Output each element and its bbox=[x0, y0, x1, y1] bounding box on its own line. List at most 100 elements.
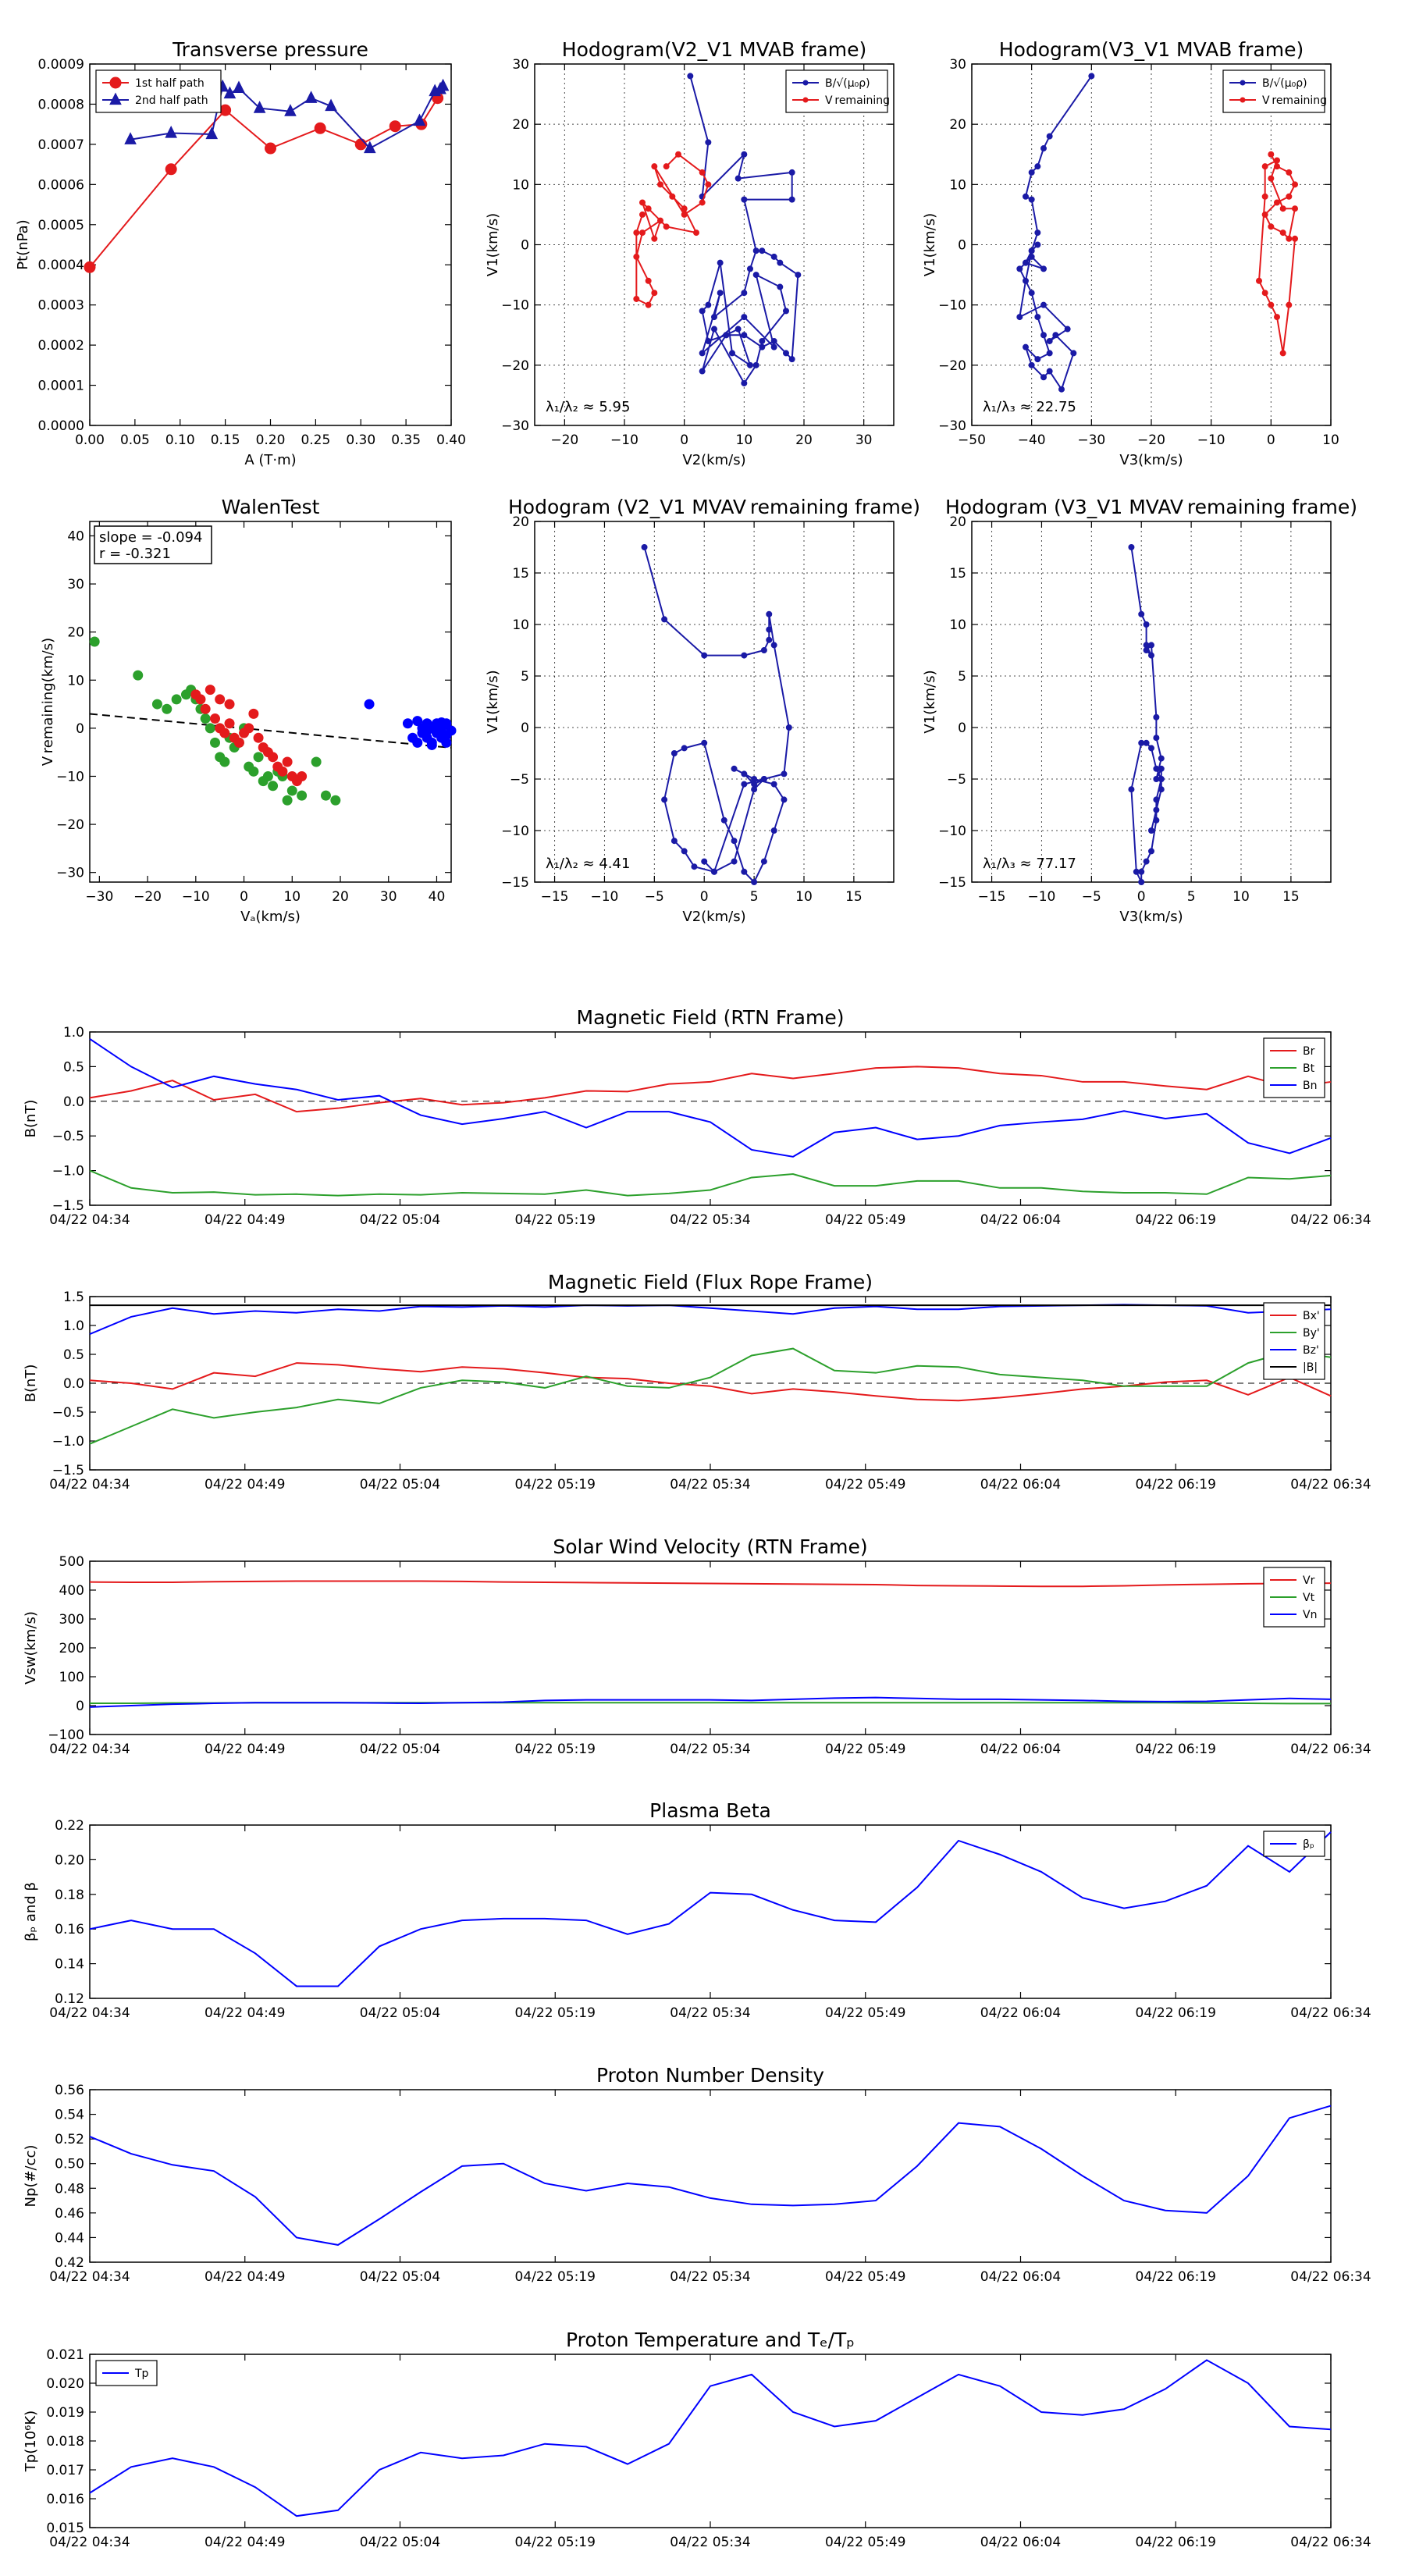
data-point bbox=[717, 259, 724, 266]
x-tick-label: −50 bbox=[958, 432, 986, 448]
data-point bbox=[783, 350, 789, 357]
data-point bbox=[1158, 786, 1165, 793]
data-point bbox=[219, 756, 230, 767]
data-point bbox=[699, 199, 706, 206]
x-tick-label: 30 bbox=[855, 432, 873, 448]
data-point bbox=[639, 211, 646, 218]
x-tick-label: 04/22 05:19 bbox=[515, 2005, 596, 2021]
data-point bbox=[759, 337, 766, 344]
data-point bbox=[1261, 290, 1268, 297]
data-point bbox=[412, 737, 423, 748]
data-point bbox=[1133, 868, 1140, 875]
data-point bbox=[1153, 713, 1160, 720]
data-point bbox=[1143, 621, 1150, 628]
ratio-annotation: λ₁/λ₂ ≈ 5.95 bbox=[546, 399, 630, 415]
data-point bbox=[795, 272, 802, 279]
x-tick-label: −10 bbox=[182, 889, 210, 905]
y-axis-label: V1(km/s) bbox=[922, 213, 938, 276]
data-point bbox=[262, 770, 273, 781]
data-point bbox=[171, 694, 182, 705]
data-point bbox=[1292, 181, 1298, 188]
x-tick-label: −20 bbox=[550, 432, 578, 448]
data-point bbox=[657, 217, 663, 224]
x-tick-label: 04/22 06:04 bbox=[980, 2005, 1061, 2021]
data-point bbox=[699, 169, 706, 176]
data-point bbox=[663, 223, 670, 230]
data-point bbox=[766, 626, 773, 633]
y-tick-label: 0.0008 bbox=[38, 97, 84, 112]
x-tick-label: 15 bbox=[1282, 889, 1300, 905]
data-point bbox=[645, 205, 652, 212]
data-point bbox=[788, 356, 795, 363]
data-point bbox=[759, 343, 766, 350]
data-point bbox=[675, 151, 681, 158]
data-point bbox=[735, 326, 742, 333]
chart-vsw: 04/22 04:34 04/22 04:49 04/22 05:04 04/22 0… bbox=[23, 1535, 1371, 1757]
data-point bbox=[205, 723, 215, 734]
y-tick-label: 0.019 bbox=[46, 2405, 84, 2421]
chart-title: Hodogram(V3_V1 MVAB frame) bbox=[999, 38, 1304, 61]
data-point bbox=[741, 196, 748, 203]
data-point bbox=[751, 786, 758, 793]
data-point bbox=[777, 283, 784, 290]
y-tick-label: 0.021 bbox=[46, 2347, 84, 2363]
data-point bbox=[297, 770, 308, 781]
data-point bbox=[282, 795, 293, 806]
x-tick-label: 04/22 06:04 bbox=[980, 1212, 1061, 1228]
y-tick-label: −20 bbox=[501, 358, 529, 374]
ratio-annotation: λ₁/λ₃ ≈ 77.17 bbox=[983, 856, 1076, 872]
data-point bbox=[314, 122, 326, 134]
data-point bbox=[741, 332, 748, 339]
x-tick-label: −15 bbox=[978, 889, 1006, 905]
series-line bbox=[1019, 75, 1093, 391]
legend-label: Bx' bbox=[1303, 1310, 1320, 1322]
data-point bbox=[210, 737, 221, 748]
data-point bbox=[701, 739, 708, 746]
y-tick-label: 1.5 bbox=[63, 1290, 84, 1305]
data-point bbox=[1268, 151, 1275, 158]
x-tick-label: −5 bbox=[645, 889, 664, 905]
plot-frame bbox=[534, 63, 895, 426]
plot-frame bbox=[89, 1560, 1332, 1735]
y-tick-label: 0.0009 bbox=[38, 57, 84, 73]
data-point bbox=[701, 652, 708, 659]
data-point bbox=[389, 120, 401, 133]
x-tick-label: 04/22 05:34 bbox=[670, 2535, 750, 2550]
x-tick-label: 04/22 05:34 bbox=[670, 1742, 750, 1757]
data-point bbox=[770, 642, 777, 649]
y-axis-label: Np(#/cc) bbox=[23, 2145, 39, 2208]
data-point bbox=[1138, 879, 1145, 885]
data-point bbox=[200, 713, 211, 724]
data-point bbox=[1274, 163, 1280, 170]
series-line bbox=[89, 2359, 1332, 2517]
y-axis-label: V1(km/s) bbox=[485, 670, 501, 733]
legend-label: Bn bbox=[1303, 1080, 1317, 1092]
y-tick-label: −15 bbox=[501, 875, 529, 891]
y-tick-label: 500 bbox=[59, 1554, 84, 1570]
data-point bbox=[760, 647, 767, 653]
data-point bbox=[1040, 374, 1047, 381]
chart-bfield: 04/22 04:34 04/22 04:49 04/22 05:04 04/22 0… bbox=[23, 1006, 1371, 1228]
x-tick-label: 04/22 06:19 bbox=[1136, 1212, 1216, 1228]
x-tick-label: 04/22 04:34 bbox=[49, 2535, 130, 2550]
x-tick-label: −5 bbox=[1082, 889, 1101, 905]
data-point bbox=[422, 725, 432, 736]
data-point bbox=[741, 379, 748, 386]
data-point bbox=[364, 141, 376, 154]
y-tick-label: −0.5 bbox=[52, 1405, 84, 1421]
data-point bbox=[1148, 652, 1154, 659]
data-point bbox=[752, 272, 759, 279]
data-point bbox=[741, 151, 748, 158]
x-tick-label: 0 bbox=[1267, 432, 1275, 448]
x-tick-label: 04/22 05:04 bbox=[360, 2005, 440, 2021]
x-tick-label: 04/22 05:34 bbox=[670, 1477, 750, 1493]
series-line bbox=[89, 1362, 1332, 1402]
x-axis-label: V3(km/s) bbox=[1119, 909, 1183, 925]
x-tick-label: 04/22 04:49 bbox=[205, 2535, 285, 2550]
x-tick-label: −10 bbox=[1197, 432, 1225, 448]
y-tick-label: 0.18 bbox=[55, 1888, 84, 1903]
x-tick-label: 20 bbox=[795, 432, 813, 448]
y-tick-label: 200 bbox=[59, 1641, 84, 1656]
data-point bbox=[165, 163, 177, 176]
